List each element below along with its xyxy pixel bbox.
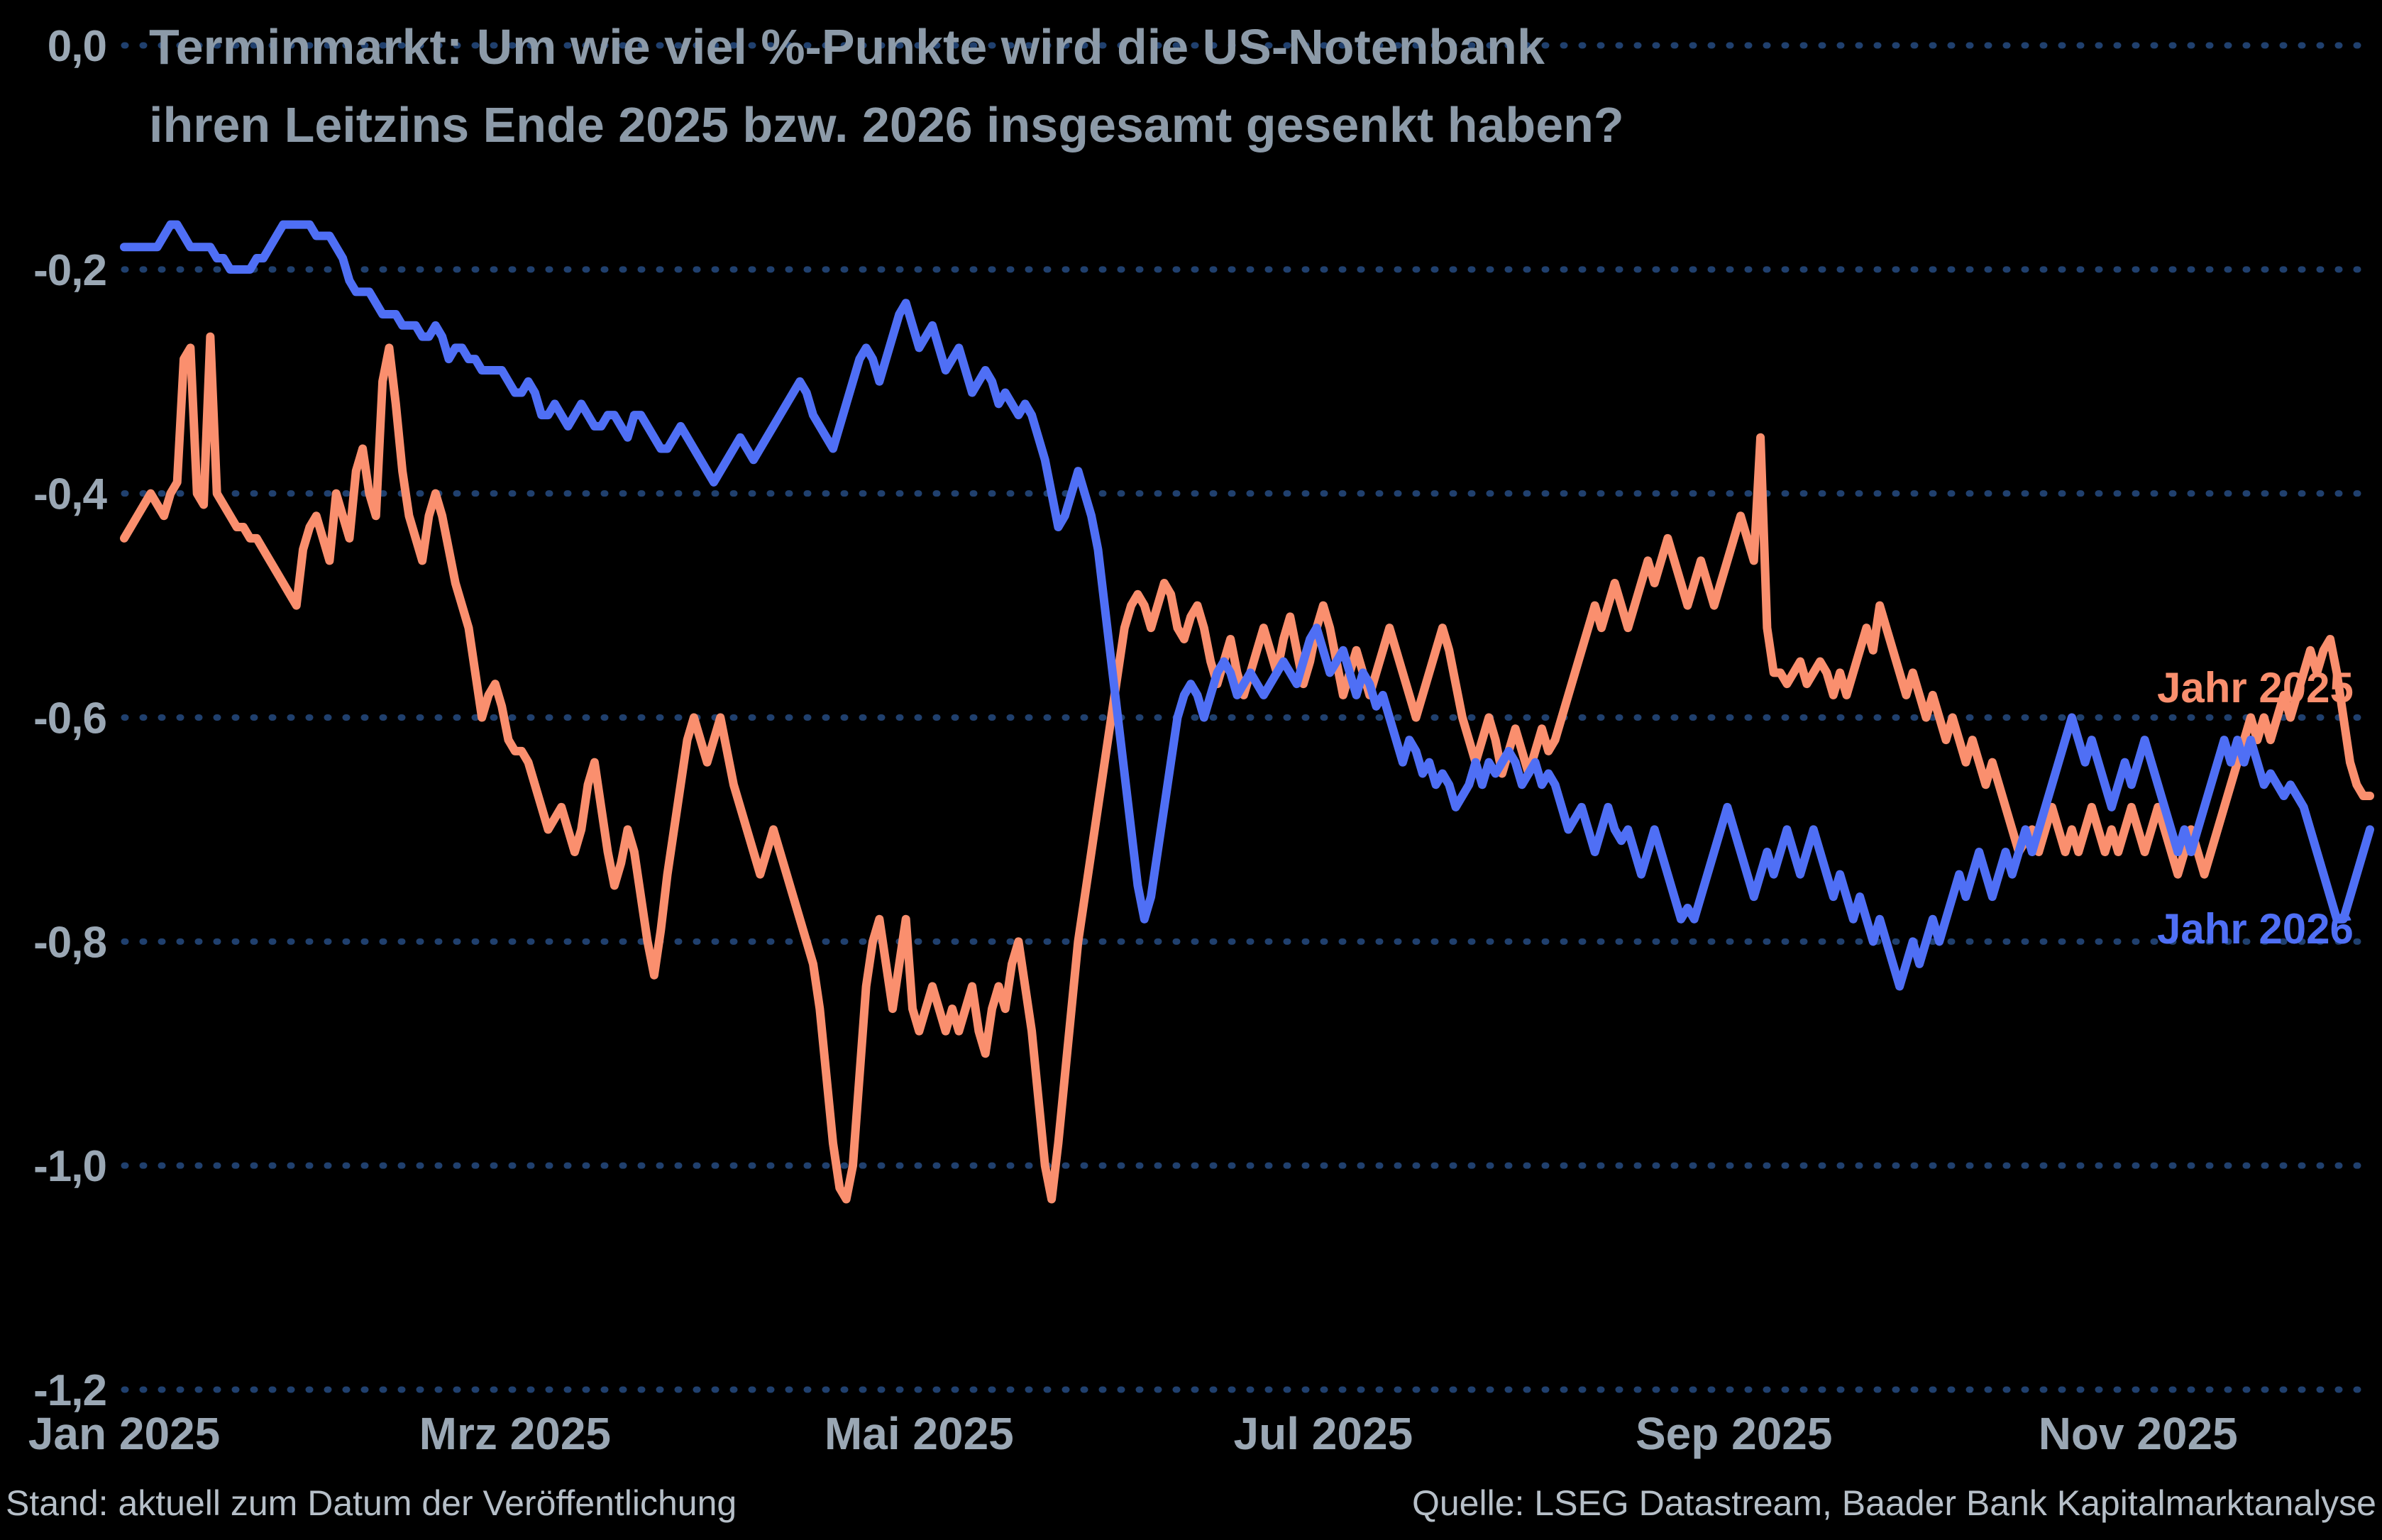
y-axis-tick-label: 0,0 — [48, 22, 106, 71]
x-axis-tick-label: Mrz 2025 — [419, 1408, 611, 1459]
series-line-jahr-2026 — [120, 220, 2374, 991]
x-axis-tick-label: Jul 2025 — [1234, 1408, 1413, 1459]
x-axis-tick-label: Mai 2025 — [825, 1408, 1014, 1459]
chart-title-line2: ihren Leitzins Ende 2025 bzw. 2026 insge… — [149, 97, 1624, 153]
y-axis-tick-label: -1,2 — [33, 1366, 106, 1415]
footer-right-source: Quelle: LSEG Datastream, Baader Bank Kap… — [1412, 1483, 2376, 1523]
y-axis-labels-group: 0,0 -0,2 -0,4 -0,6 -0,8 -1,0 -1,2 — [33, 22, 108, 1415]
x-axis-tick-label: Nov 2025 — [2039, 1408, 2238, 1459]
x-axis-tick-label: Jan 2025 — [28, 1408, 220, 1459]
y-axis-tick-label: -0,8 — [33, 918, 106, 967]
footer-left-note: Stand: aktuell zum Datum der Veröffentli… — [6, 1483, 737, 1523]
legend-label-jahr-2026[interactable]: Jahr 2026 — [2157, 905, 2354, 953]
y-axis-tick-label: -0,2 — [33, 246, 106, 295]
chart-title-line1: Terminmarkt: Um wie viel %-Punkte wird d… — [149, 19, 1545, 74]
series-lines-group — [120, 220, 2374, 1204]
y-axis-tick-label: -0,4 — [33, 470, 107, 519]
y-axis-tick-label: -1,0 — [33, 1142, 106, 1191]
legend-label-jahr-2025[interactable]: Jahr 2025 — [2157, 664, 2354, 711]
gridlines-group — [121, 42, 2373, 1393]
x-axis-tick-label: Sep 2025 — [1636, 1408, 1833, 1459]
y-axis-tick-label: -0,6 — [33, 694, 106, 743]
x-axis-labels-group: Jan 2025 Mrz 2025 Mai 2025 Jul 2025 Sep 2025… — [28, 1408, 2238, 1459]
